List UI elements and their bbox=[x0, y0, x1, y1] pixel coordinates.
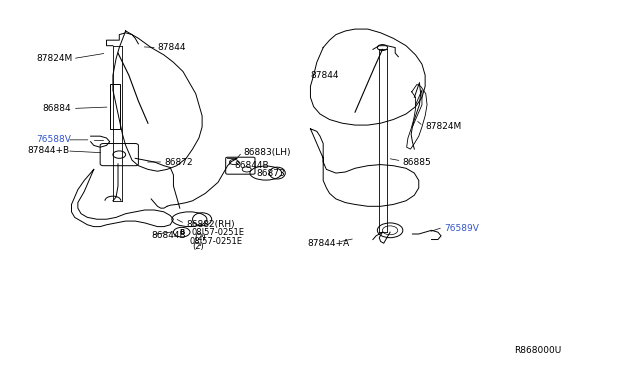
Text: 87844+B: 87844+B bbox=[27, 147, 69, 155]
Text: (2): (2) bbox=[193, 243, 204, 251]
Text: 87824M: 87824M bbox=[36, 54, 73, 63]
Text: 87824M: 87824M bbox=[425, 122, 461, 131]
Text: B: B bbox=[179, 229, 184, 235]
Text: 87844: 87844 bbox=[157, 43, 186, 52]
Text: 76588V: 76588V bbox=[36, 135, 71, 144]
Text: (2): (2) bbox=[194, 233, 205, 242]
Text: 87844+A: 87844+A bbox=[307, 239, 349, 248]
Text: 08J57-0251E: 08J57-0251E bbox=[189, 237, 243, 246]
Text: 86844B: 86844B bbox=[234, 161, 269, 170]
Bar bbox=[109, 84, 120, 129]
Text: 86885: 86885 bbox=[403, 157, 431, 167]
Text: 08J57-0251E: 08J57-0251E bbox=[191, 228, 244, 237]
Text: 87844: 87844 bbox=[310, 71, 339, 80]
Text: 76589V: 76589V bbox=[444, 224, 479, 233]
Text: 86883(LH): 86883(LH) bbox=[244, 148, 291, 157]
Text: 86872: 86872 bbox=[164, 157, 193, 167]
Text: 86882(RH): 86882(RH) bbox=[186, 220, 235, 229]
Text: 86873: 86873 bbox=[256, 169, 285, 177]
Text: 86884: 86884 bbox=[43, 104, 72, 113]
Text: 86844B: 86844B bbox=[151, 231, 186, 240]
Text: R868000U: R868000U bbox=[515, 346, 562, 355]
